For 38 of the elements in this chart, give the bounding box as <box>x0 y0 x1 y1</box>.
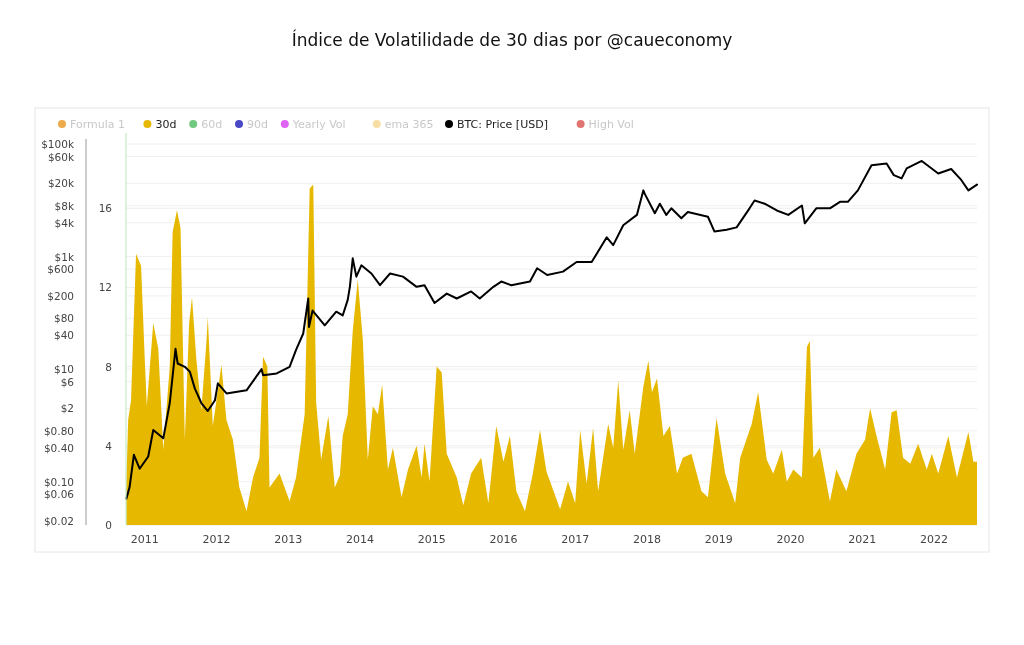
y2-tick-label: $1k <box>54 250 75 263</box>
y2-tick-label: $10 <box>53 363 74 376</box>
y2-tick-label: $0.80 <box>43 424 74 437</box>
y2-tick-label: $0.10 <box>43 475 74 488</box>
y2-tick-label: $0.02 <box>43 515 74 528</box>
x-tick-label: 2015 <box>417 533 446 546</box>
y-tick-label: 8 <box>105 360 112 373</box>
y2-tick-label: $80 <box>53 312 74 325</box>
y2-tick-label: $60k <box>47 150 75 163</box>
y-tick-label: 12 <box>98 281 112 294</box>
y2-tick-label: $8k <box>54 199 75 212</box>
y-tick-label: 4 <box>105 439 113 452</box>
x-tick-label: 2012 <box>202 533 231 546</box>
y2-tick-label: $6 <box>60 375 75 388</box>
x-tick-label: 2018 <box>632 533 661 546</box>
y2-tick-label: $200 <box>47 289 74 302</box>
y-tick-label: 16 <box>98 202 113 215</box>
x-tick-label: 2013 <box>274 533 303 546</box>
x-tick-label: 2019 <box>704 533 733 546</box>
x-tick-label: 2017 <box>561 533 590 546</box>
legend-label: BTC: Price [USD] <box>457 118 548 131</box>
y2-tick-label: $0.40 <box>43 441 74 454</box>
y2-tick-label: $100k <box>41 138 75 151</box>
legend-label: 30d <box>155 118 177 131</box>
y2-tick-label: $2 <box>60 402 74 415</box>
y2-tick-label: $20k <box>47 177 75 190</box>
x-tick-label: 2014 <box>345 533 374 546</box>
chart-title: Índice de Volatilidade de 30 dias por @caueconomy <box>291 29 733 50</box>
y2-tick-label: $600 <box>47 263 74 276</box>
y-tick-label: 0 <box>105 519 112 531</box>
x-tick-label: 2020 <box>776 533 805 546</box>
x-tick-label: 2021 <box>848 533 877 546</box>
y2-tick-label: $0.06 <box>43 488 75 501</box>
y2-tick-label: $40 <box>53 329 74 342</box>
y2-tick-label: $4k <box>54 216 75 229</box>
x-tick-label: 2011 <box>130 533 159 546</box>
x-tick-label: 2016 <box>489 533 518 546</box>
x-tick-label: 2022 <box>919 533 948 546</box>
